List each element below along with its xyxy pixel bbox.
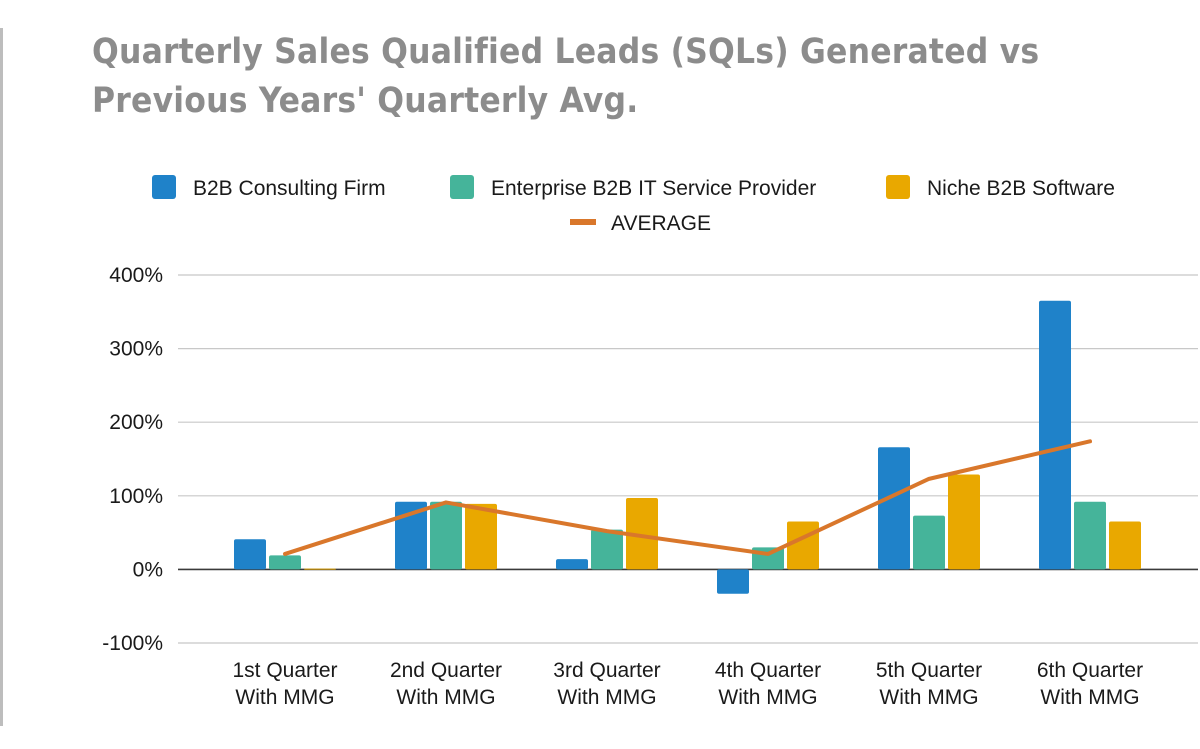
y-tick-label: 100%	[109, 485, 163, 508]
legend-label: AVERAGE	[611, 212, 711, 235]
bar	[787, 521, 819, 570]
bar	[465, 503, 497, 570]
x-category-label: 3rd Quarter	[553, 659, 660, 682]
bar	[269, 555, 301, 570]
legend-swatch	[152, 175, 176, 199]
bar	[234, 539, 266, 570]
bar	[626, 498, 658, 570]
bar	[948, 474, 980, 570]
bar	[556, 559, 588, 570]
x-category-label: 4th Quarter	[715, 659, 821, 682]
chart-title: Quarterly Sales Qualified Leads (SQLs) G…	[92, 32, 1040, 121]
y-tick-label: 400%	[109, 264, 163, 287]
x-category-label: 5th Quarter	[876, 659, 982, 682]
legend-swatch	[450, 175, 474, 199]
y-tick-label: 200%	[109, 411, 163, 434]
legend-swatch	[886, 175, 910, 199]
legend-line-swatch	[570, 219, 596, 225]
x-category-label: 2nd Quarter	[390, 659, 502, 682]
left-border-rule	[0, 28, 3, 726]
bar	[304, 568, 336, 570]
x-category-label: With MMG	[1040, 686, 1139, 709]
bar	[1039, 300, 1071, 570]
legend-label: B2B Consulting Firm	[193, 177, 386, 200]
legend-label: Niche B2B Software	[927, 177, 1115, 200]
x-category-label: With MMG	[396, 686, 495, 709]
legend-label: Enterprise B2B IT Service Provider	[491, 177, 816, 200]
x-category-label: With MMG	[879, 686, 978, 709]
bar	[878, 447, 910, 570]
bar	[591, 529, 623, 570]
bar	[430, 501, 462, 570]
x-category-label: With MMG	[718, 686, 817, 709]
bar	[395, 501, 427, 570]
y-tick-label: -100%	[102, 632, 163, 655]
x-category-label: With MMG	[557, 686, 656, 709]
y-tick-label: 300%	[109, 338, 163, 361]
bar	[717, 569, 749, 594]
bar	[913, 515, 945, 570]
x-category-label: With MMG	[235, 686, 334, 709]
average-line	[283, 439, 1092, 556]
x-category-label: 1st Quarter	[232, 659, 337, 682]
bar	[1109, 521, 1141, 570]
y-tick-label: 0%	[133, 558, 163, 581]
x-category-label: 6th Quarter	[1037, 659, 1143, 682]
bar	[1074, 501, 1106, 570]
